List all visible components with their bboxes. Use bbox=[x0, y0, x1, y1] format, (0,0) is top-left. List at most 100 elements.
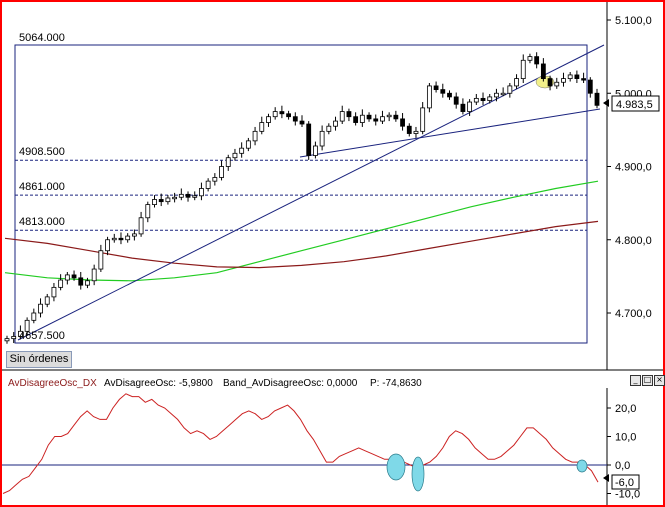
candle-body bbox=[292, 116, 298, 122]
candle-body bbox=[98, 250, 104, 270]
price-tick-label: 4.900,0 bbox=[615, 162, 652, 174]
candle-body bbox=[406, 125, 412, 134]
orders-button[interactable]: Sin órdenes bbox=[6, 351, 72, 368]
osc-tick-label: 10,0 bbox=[615, 432, 636, 444]
candle-body bbox=[131, 233, 137, 237]
candle-body bbox=[467, 101, 473, 112]
minimize-icon[interactable]: _ bbox=[630, 375, 641, 386]
candle-body bbox=[44, 296, 50, 305]
candle-body bbox=[18, 330, 23, 337]
trendline-support bbox=[299, 108, 601, 158]
candle-body bbox=[199, 188, 204, 197]
candle-body bbox=[105, 239, 110, 252]
candle-body bbox=[507, 85, 513, 94]
maximize-icon[interactable]: □ bbox=[642, 375, 653, 386]
candle-body bbox=[373, 118, 379, 122]
candle-body bbox=[279, 111, 285, 115]
candle-body bbox=[494, 92, 499, 98]
candle-body bbox=[346, 111, 352, 118]
candle-body bbox=[473, 97, 479, 103]
current-price-pointer-icon bbox=[603, 99, 609, 107]
candle-body bbox=[299, 120, 305, 125]
price-tick-label: 4.800,0 bbox=[615, 235, 652, 247]
candle-body bbox=[426, 85, 432, 109]
candle-body bbox=[527, 56, 533, 61]
candle-body bbox=[480, 97, 486, 101]
level-label-4813: 4813.000 bbox=[19, 216, 65, 228]
candle-body bbox=[333, 120, 338, 127]
candle-body bbox=[306, 123, 312, 156]
candle-body bbox=[252, 130, 258, 142]
moving-average-line-2 bbox=[4, 220, 599, 269]
candle-body bbox=[393, 114, 399, 120]
price-tick-label: 5.100,0 bbox=[615, 15, 652, 27]
osc-tick-label: 20,0 bbox=[615, 403, 636, 415]
oscillator-line bbox=[2, 393, 599, 494]
candle-body bbox=[145, 204, 151, 219]
candle-body bbox=[353, 116, 359, 123]
candle-body bbox=[31, 312, 37, 321]
candle-body bbox=[158, 199, 164, 203]
candle-body bbox=[51, 286, 57, 298]
level-label-4657: 4657.500 bbox=[19, 330, 65, 342]
close-icon[interactable]: × bbox=[654, 375, 665, 386]
candle-body bbox=[272, 111, 278, 118]
candle-body bbox=[259, 122, 265, 132]
candle-body bbox=[78, 277, 84, 286]
candle-body bbox=[219, 166, 224, 178]
indicator-band-value: Band_AvDisagreeOsc: 0,0000 bbox=[223, 378, 358, 389]
candle-body bbox=[534, 56, 540, 65]
candle-body bbox=[205, 180, 211, 189]
candle-body bbox=[359, 114, 365, 123]
osc-tick-label: 0,0 bbox=[615, 460, 630, 472]
candle-body bbox=[319, 130, 325, 147]
candle-body bbox=[118, 237, 124, 241]
candle-body bbox=[239, 147, 245, 154]
candle-body bbox=[339, 111, 345, 122]
indicator-name: AvDisagreeOsc_DX bbox=[8, 378, 97, 389]
signal-ellipse-1 bbox=[386, 453, 406, 481]
candle-body bbox=[11, 336, 17, 340]
moving-average-line-1 bbox=[4, 180, 599, 282]
candle-body bbox=[4, 338, 10, 342]
candle-body bbox=[138, 217, 144, 235]
level-label-4861: 4861.000 bbox=[19, 181, 65, 193]
moving-averages bbox=[4, 180, 599, 282]
candle-body bbox=[185, 193, 191, 198]
indicator-osc-value: AvDisagreeOsc: -5,9800 bbox=[104, 378, 213, 389]
channel-box bbox=[14, 44, 588, 344]
candle-body bbox=[125, 235, 131, 241]
candle-body bbox=[413, 130, 419, 134]
current-price-tag bbox=[611, 95, 660, 112]
candle-body bbox=[71, 274, 77, 279]
candle-body bbox=[178, 193, 184, 198]
candle-body bbox=[286, 113, 291, 118]
candle-body bbox=[232, 152, 238, 159]
price-tick-label: 4.700,0 bbox=[615, 308, 652, 320]
candle-body bbox=[547, 78, 553, 87]
candle-body bbox=[554, 81, 560, 87]
oscillator-panel bbox=[2, 393, 607, 494]
candle-body bbox=[24, 319, 30, 332]
oscillator-axis: 20,0 10,0 0,0 -10,0 bbox=[607, 403, 640, 501]
candle-body bbox=[192, 195, 198, 198]
candle-body bbox=[266, 116, 271, 123]
candle-body bbox=[111, 237, 117, 241]
candle-body bbox=[500, 92, 506, 96]
candle-body bbox=[64, 274, 70, 281]
candle-body bbox=[386, 114, 392, 118]
level-label-4908: 4908.500 bbox=[19, 146, 65, 158]
current-osc-tag bbox=[611, 474, 640, 490]
candlesticks bbox=[4, 52, 600, 344]
price-axis: 5.100,05.000,04.900,04.800,04.700,0 bbox=[607, 15, 652, 320]
candle-body bbox=[561, 78, 566, 83]
candle-body bbox=[540, 63, 546, 80]
candle-body bbox=[380, 116, 385, 122]
candle-body bbox=[440, 89, 446, 94]
osc-tick-label: -10,0 bbox=[615, 489, 640, 501]
candle-body bbox=[85, 280, 90, 286]
candle-body bbox=[91, 268, 97, 282]
trendlines bbox=[17, 44, 605, 341]
